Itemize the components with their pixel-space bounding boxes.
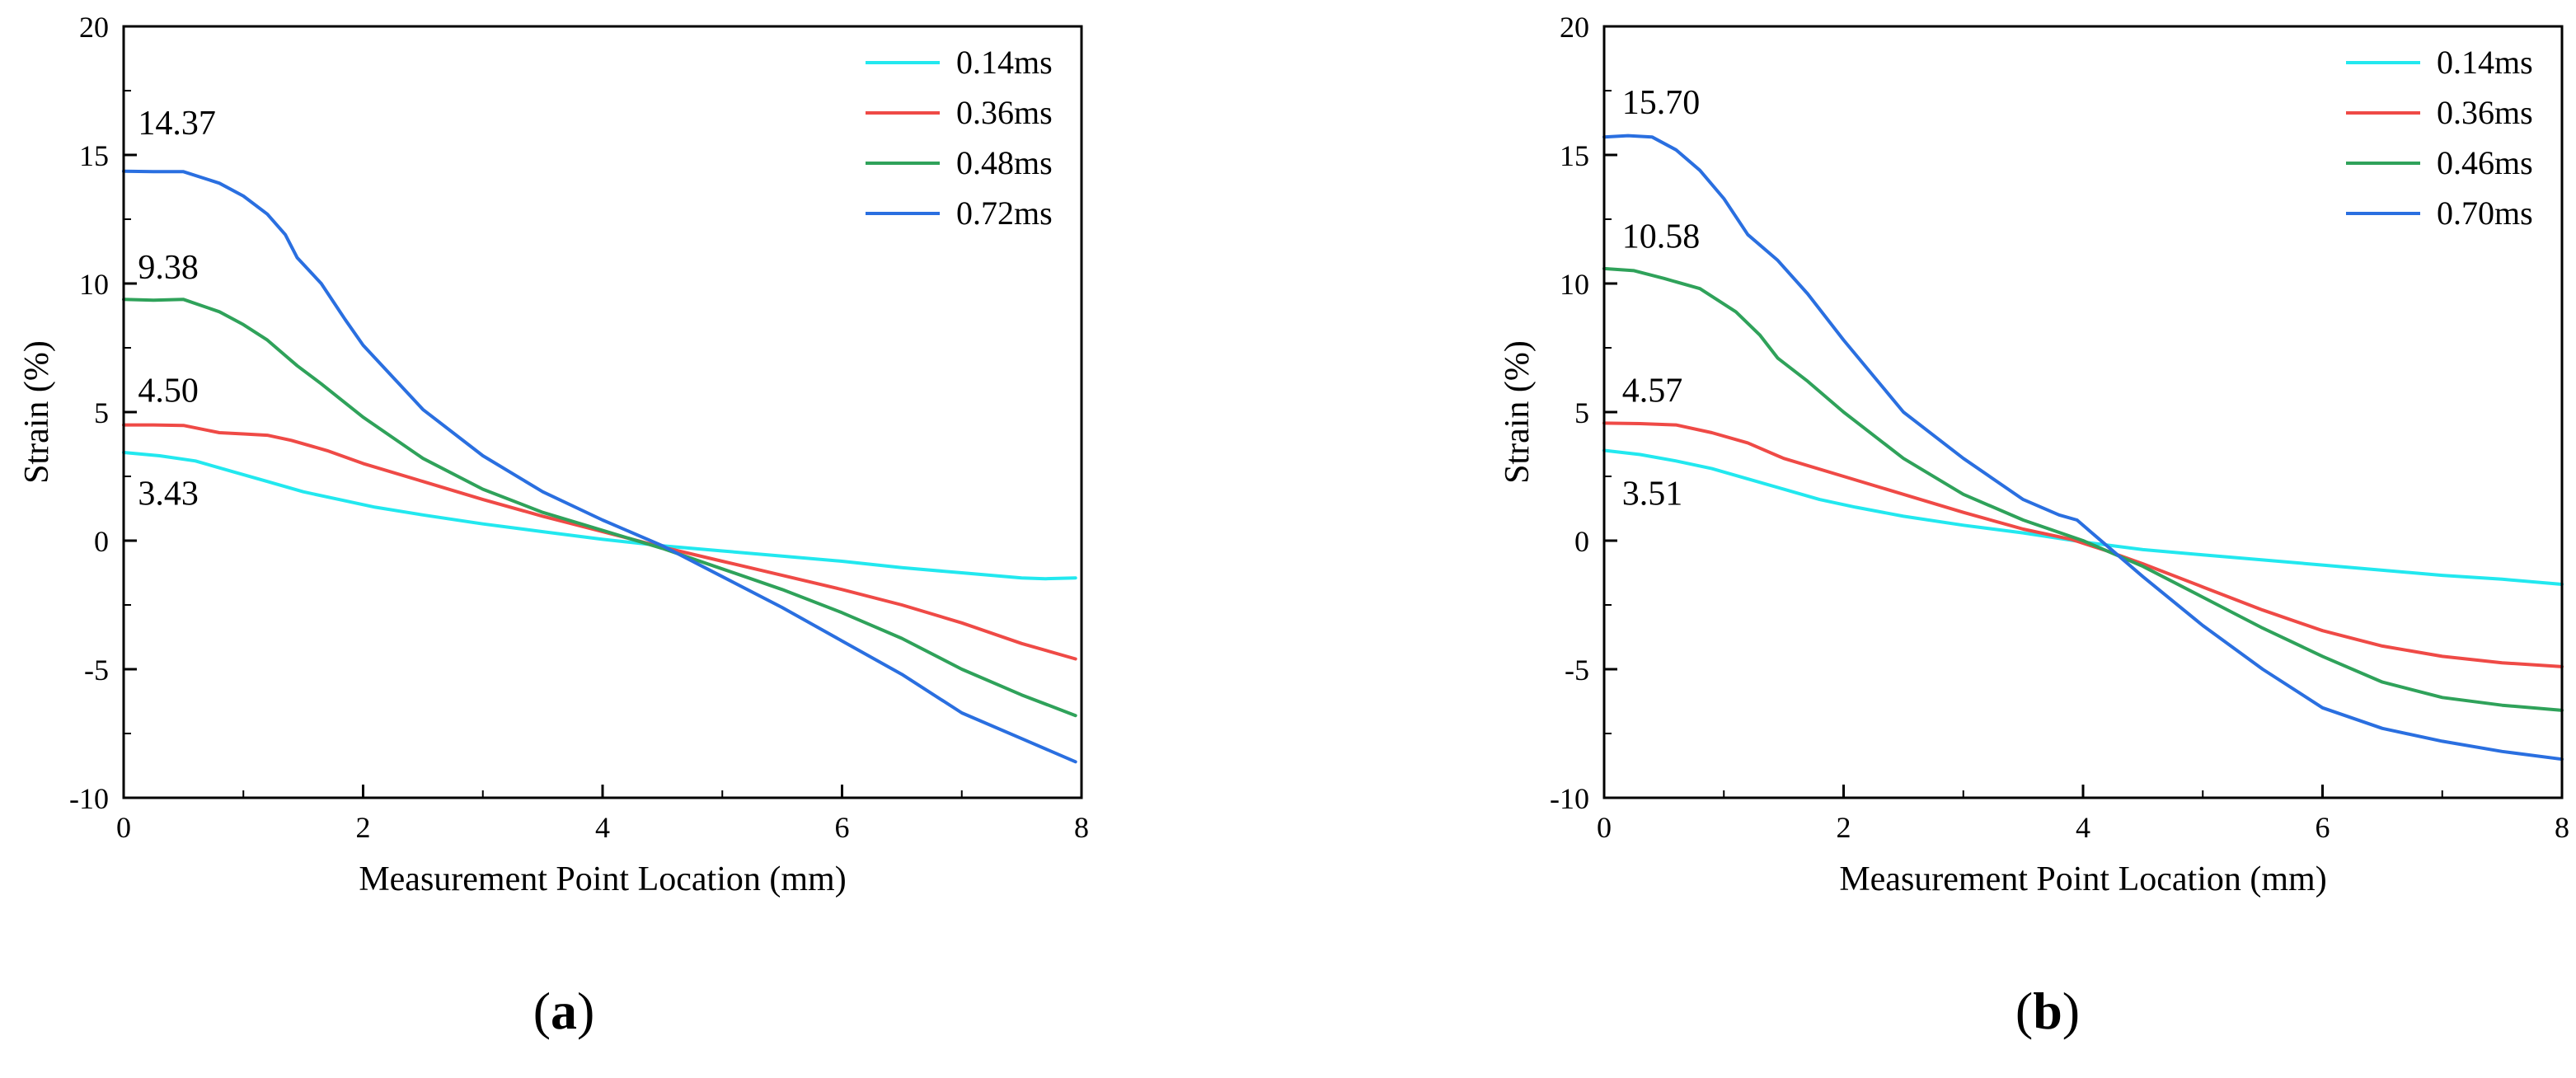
axis-ticks: 0 2 4 6 8 -10 -5 0 5 10 15 20 [69,11,1089,844]
legend-label: 0.72ms [956,195,1053,232]
x-tick-label: 4 [595,811,610,844]
caption-letter: a [551,982,577,1040]
y-tick-label: 20 [79,11,109,44]
y-tick-label: -10 [69,782,109,815]
x-tick-label: 8 [2555,811,2569,844]
value-annotation: 15.70 [1622,84,1701,122]
chart-panel-b: 0 2 4 6 8 -10 -5 0 5 10 15 20 15.70 10.58 4.57 3.51 Me… [1499,11,2569,898]
caption-b: (b) [2015,982,2080,1040]
plot-frame [1602,25,2564,799]
caption-a: (a) [533,982,595,1040]
series-line-0.36ms [122,423,1077,661]
x-tick-label: 2 [356,811,371,844]
value-annotation: 9.38 [138,249,199,287]
x-tick-label: 6 [2316,811,2330,844]
x-axis-label: Measurement Point Location (mm) [1839,860,2326,898]
y-tick-label: 10 [79,268,109,301]
y-tick-label: 5 [1574,396,1589,429]
x-tick-label: 6 [835,811,850,844]
y-tick-label: 15 [79,139,109,172]
legend-label: 0.46ms [2437,144,2533,181]
x-tick-label: 4 [2076,811,2090,844]
x-tick-label: 2 [1837,811,1851,844]
legend: 0.14ms 0.36ms 0.46ms 0.70ms [2346,44,2533,232]
caption-letter: b [2033,982,2062,1040]
value-annotation: 3.51 [1622,475,1683,513]
plot-frame [122,25,1083,799]
legend-label: 0.48ms [956,144,1053,181]
y-axis-label: Strain (%) [18,340,56,484]
legend: 0.14ms 0.36ms 0.48ms 0.72ms [866,44,1053,232]
series-line-0.48ms [122,298,1077,718]
y-tick-label: 0 [94,525,109,558]
y-tick-label: 5 [94,396,109,429]
value-annotation: 10.58 [1622,218,1701,255]
x-tick-label: 8 [1074,811,1089,844]
y-tick-label: 0 [1574,525,1589,558]
y-axis-label: Strain (%) [1499,340,1537,484]
series-layer [1602,134,2564,762]
series-line-0.36ms [1602,421,2564,668]
series-line-0.70ms [1602,134,2564,762]
value-annotation: 4.50 [138,373,199,410]
x-tick-label: 0 [1597,811,1612,844]
y-tick-label: -5 [1565,654,1589,687]
legend-label: 0.14ms [2437,44,2533,81]
value-annotation: 14.37 [138,105,216,143]
annotations: 14.37 9.38 4.50 3.43 [138,105,216,513]
y-tick-label: -5 [84,654,109,687]
series-line-0.14ms [122,451,1077,581]
y-tick-label: -10 [1550,782,1589,815]
series-line-0.46ms [1602,266,2564,712]
axis-ticks: 0 2 4 6 8 -10 -5 0 5 10 15 20 [1550,11,2569,844]
y-tick-label: 10 [1560,268,1589,301]
x-axis-label: Measurement Point Location (mm) [359,860,846,898]
series-line-0.72ms [122,169,1077,764]
series-layer [122,169,1077,764]
legend-label: 0.14ms [956,44,1053,81]
x-tick-label: 0 [116,811,131,844]
y-tick-label: 15 [1560,139,1589,172]
legend-label: 0.70ms [2437,195,2533,232]
series-line-0.14ms [1602,448,2564,586]
chart-panel-a: 0 2 4 6 8 -10 -5 0 5 10 15 20 14.37 9.38 4.50 3.43 Mea… [18,11,1089,898]
legend-label: 0.36ms [956,94,1053,131]
legend-label: 0.36ms [2437,94,2533,131]
annotations: 15.70 10.58 4.57 3.51 [1622,84,1701,513]
value-annotation: 4.57 [1622,373,1683,410]
value-annotation: 3.43 [138,475,199,513]
y-tick-label: 20 [1560,11,1589,44]
